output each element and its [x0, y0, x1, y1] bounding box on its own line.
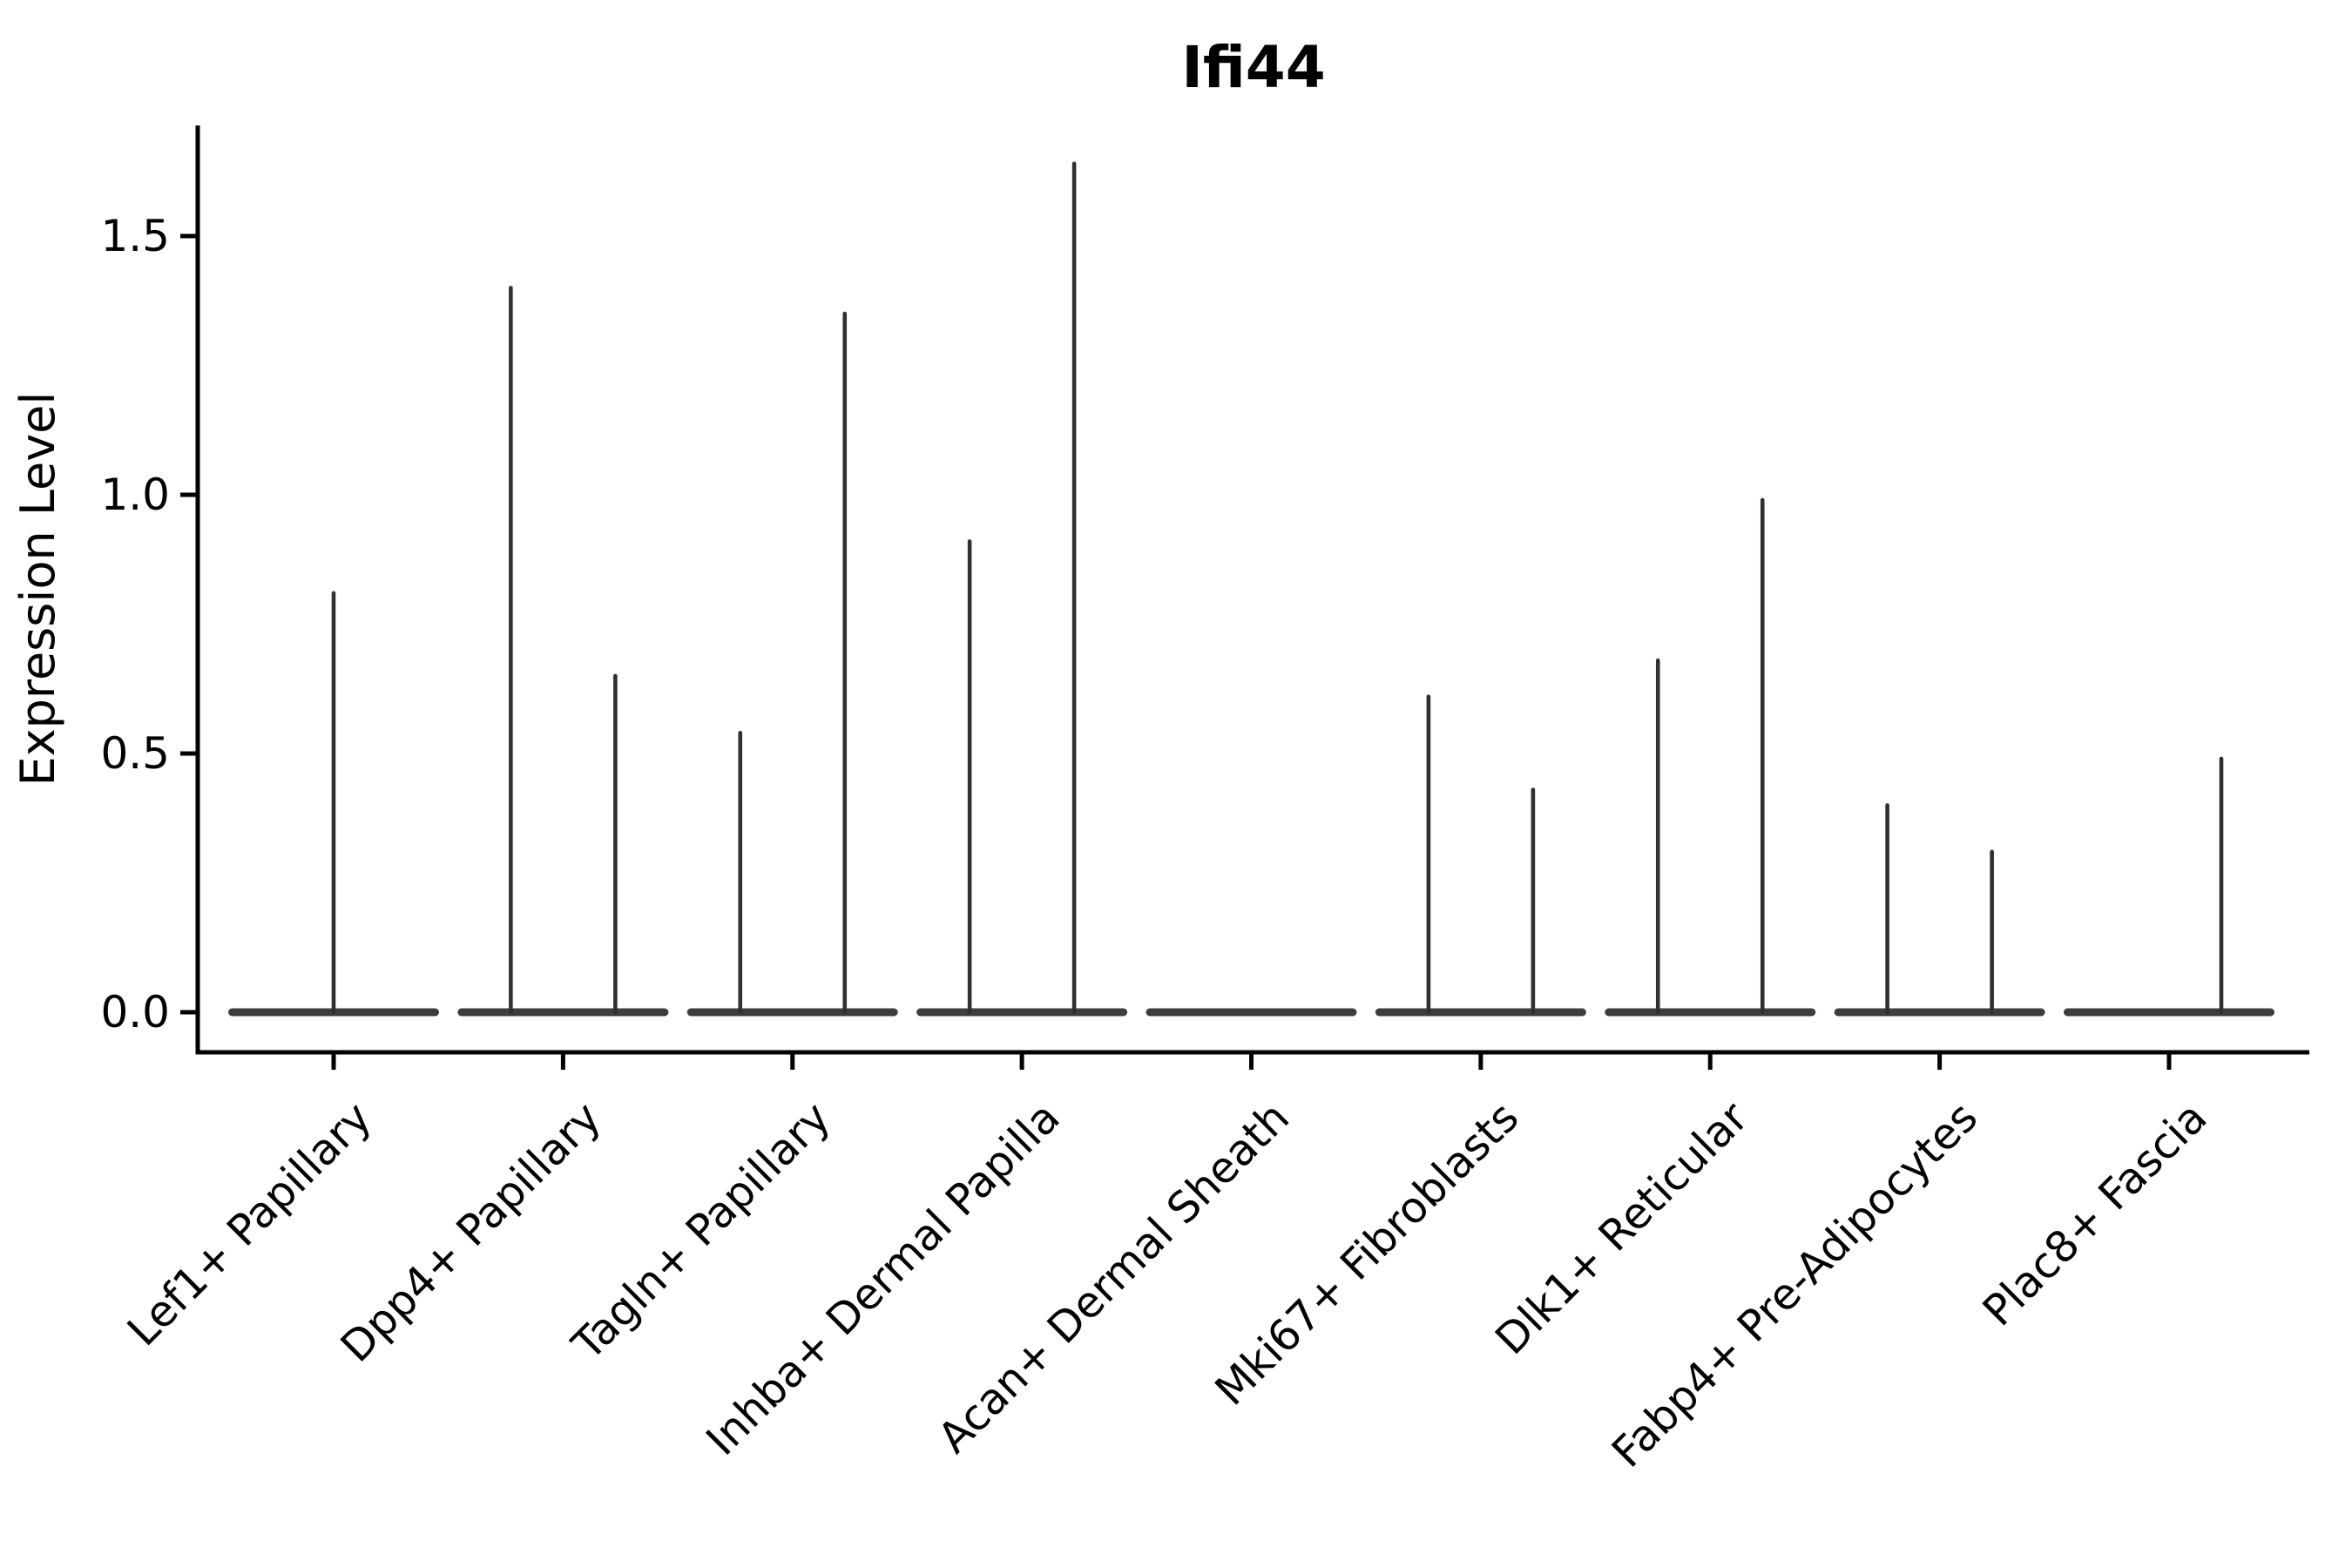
y-tick-label: 1.5 [100, 211, 170, 261]
x-tick-label: Plac8+ Fascia [1973, 1092, 2216, 1335]
violin-base [1375, 1008, 1586, 1017]
violin-base [2064, 1008, 2274, 1017]
x-tick-label: Lef1+ Papillary [118, 1092, 381, 1355]
y-tick-label: 0.5 [100, 728, 170, 779]
y-tick-label: 0.0 [100, 987, 170, 1037]
violin-base [916, 1008, 1128, 1017]
violin-base [1146, 1008, 1357, 1017]
x-tick-label: Fabp4+ Pre-Adipocytes [1603, 1092, 1988, 1477]
y-axis-ticks: 0.0 0.5 1.0 1.5 [100, 211, 198, 1037]
y-axis-label: Expression Level [10, 392, 65, 787]
violin-base [1834, 1008, 2045, 1017]
violin-base [686, 1008, 898, 1017]
violin-base [457, 1008, 669, 1017]
chart-title: Ifi44 [1181, 34, 1325, 101]
x-tick-label: Dlk1+ Reticular [1486, 1092, 1759, 1365]
violin-marks [228, 161, 2274, 1017]
violin-base [1605, 1008, 1816, 1017]
y-tick-label: 1.0 [100, 470, 170, 520]
